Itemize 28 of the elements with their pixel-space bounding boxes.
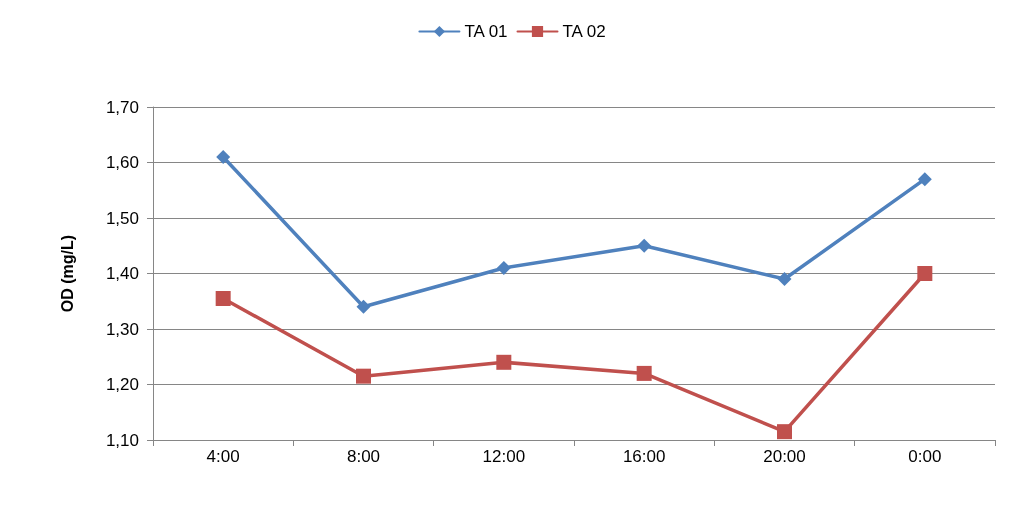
point [356, 299, 371, 314]
legend-label: TA 01 [464, 22, 508, 41]
point [636, 365, 652, 381]
point [496, 354, 512, 370]
point [496, 260, 511, 275]
point [917, 266, 933, 281]
x-tick-label: 20:00 [763, 447, 806, 466]
x-tick-label: 4:00 [206, 447, 240, 466]
x-tick-label: 8:00 [346, 447, 381, 466]
y-axis-title: OD (mg/L) [58, 234, 76, 313]
point [356, 368, 371, 384]
x-tick-label: 16:00 [622, 447, 666, 466]
x-tick-label: 12:00 [482, 447, 526, 466]
y-tick-label: 1,60 [105, 153, 139, 172]
x-tick-label: 0:00 [908, 447, 942, 466]
y-tick-label: 1,10 [105, 430, 139, 450]
point [637, 238, 652, 253]
legend-label: TA 02 [562, 22, 606, 41]
point [917, 172, 932, 187]
y-tick-label: 1,50 [105, 208, 139, 228]
y-tick-label: 1,40 [105, 264, 139, 283]
point [777, 424, 792, 440]
point [215, 290, 231, 306]
y-tick-label: 1,70 [105, 97, 139, 117]
point [777, 272, 792, 287]
point [216, 149, 231, 164]
y-tick-label: 1,30 [105, 319, 139, 339]
y-tick-label: 1,20 [105, 375, 139, 394]
